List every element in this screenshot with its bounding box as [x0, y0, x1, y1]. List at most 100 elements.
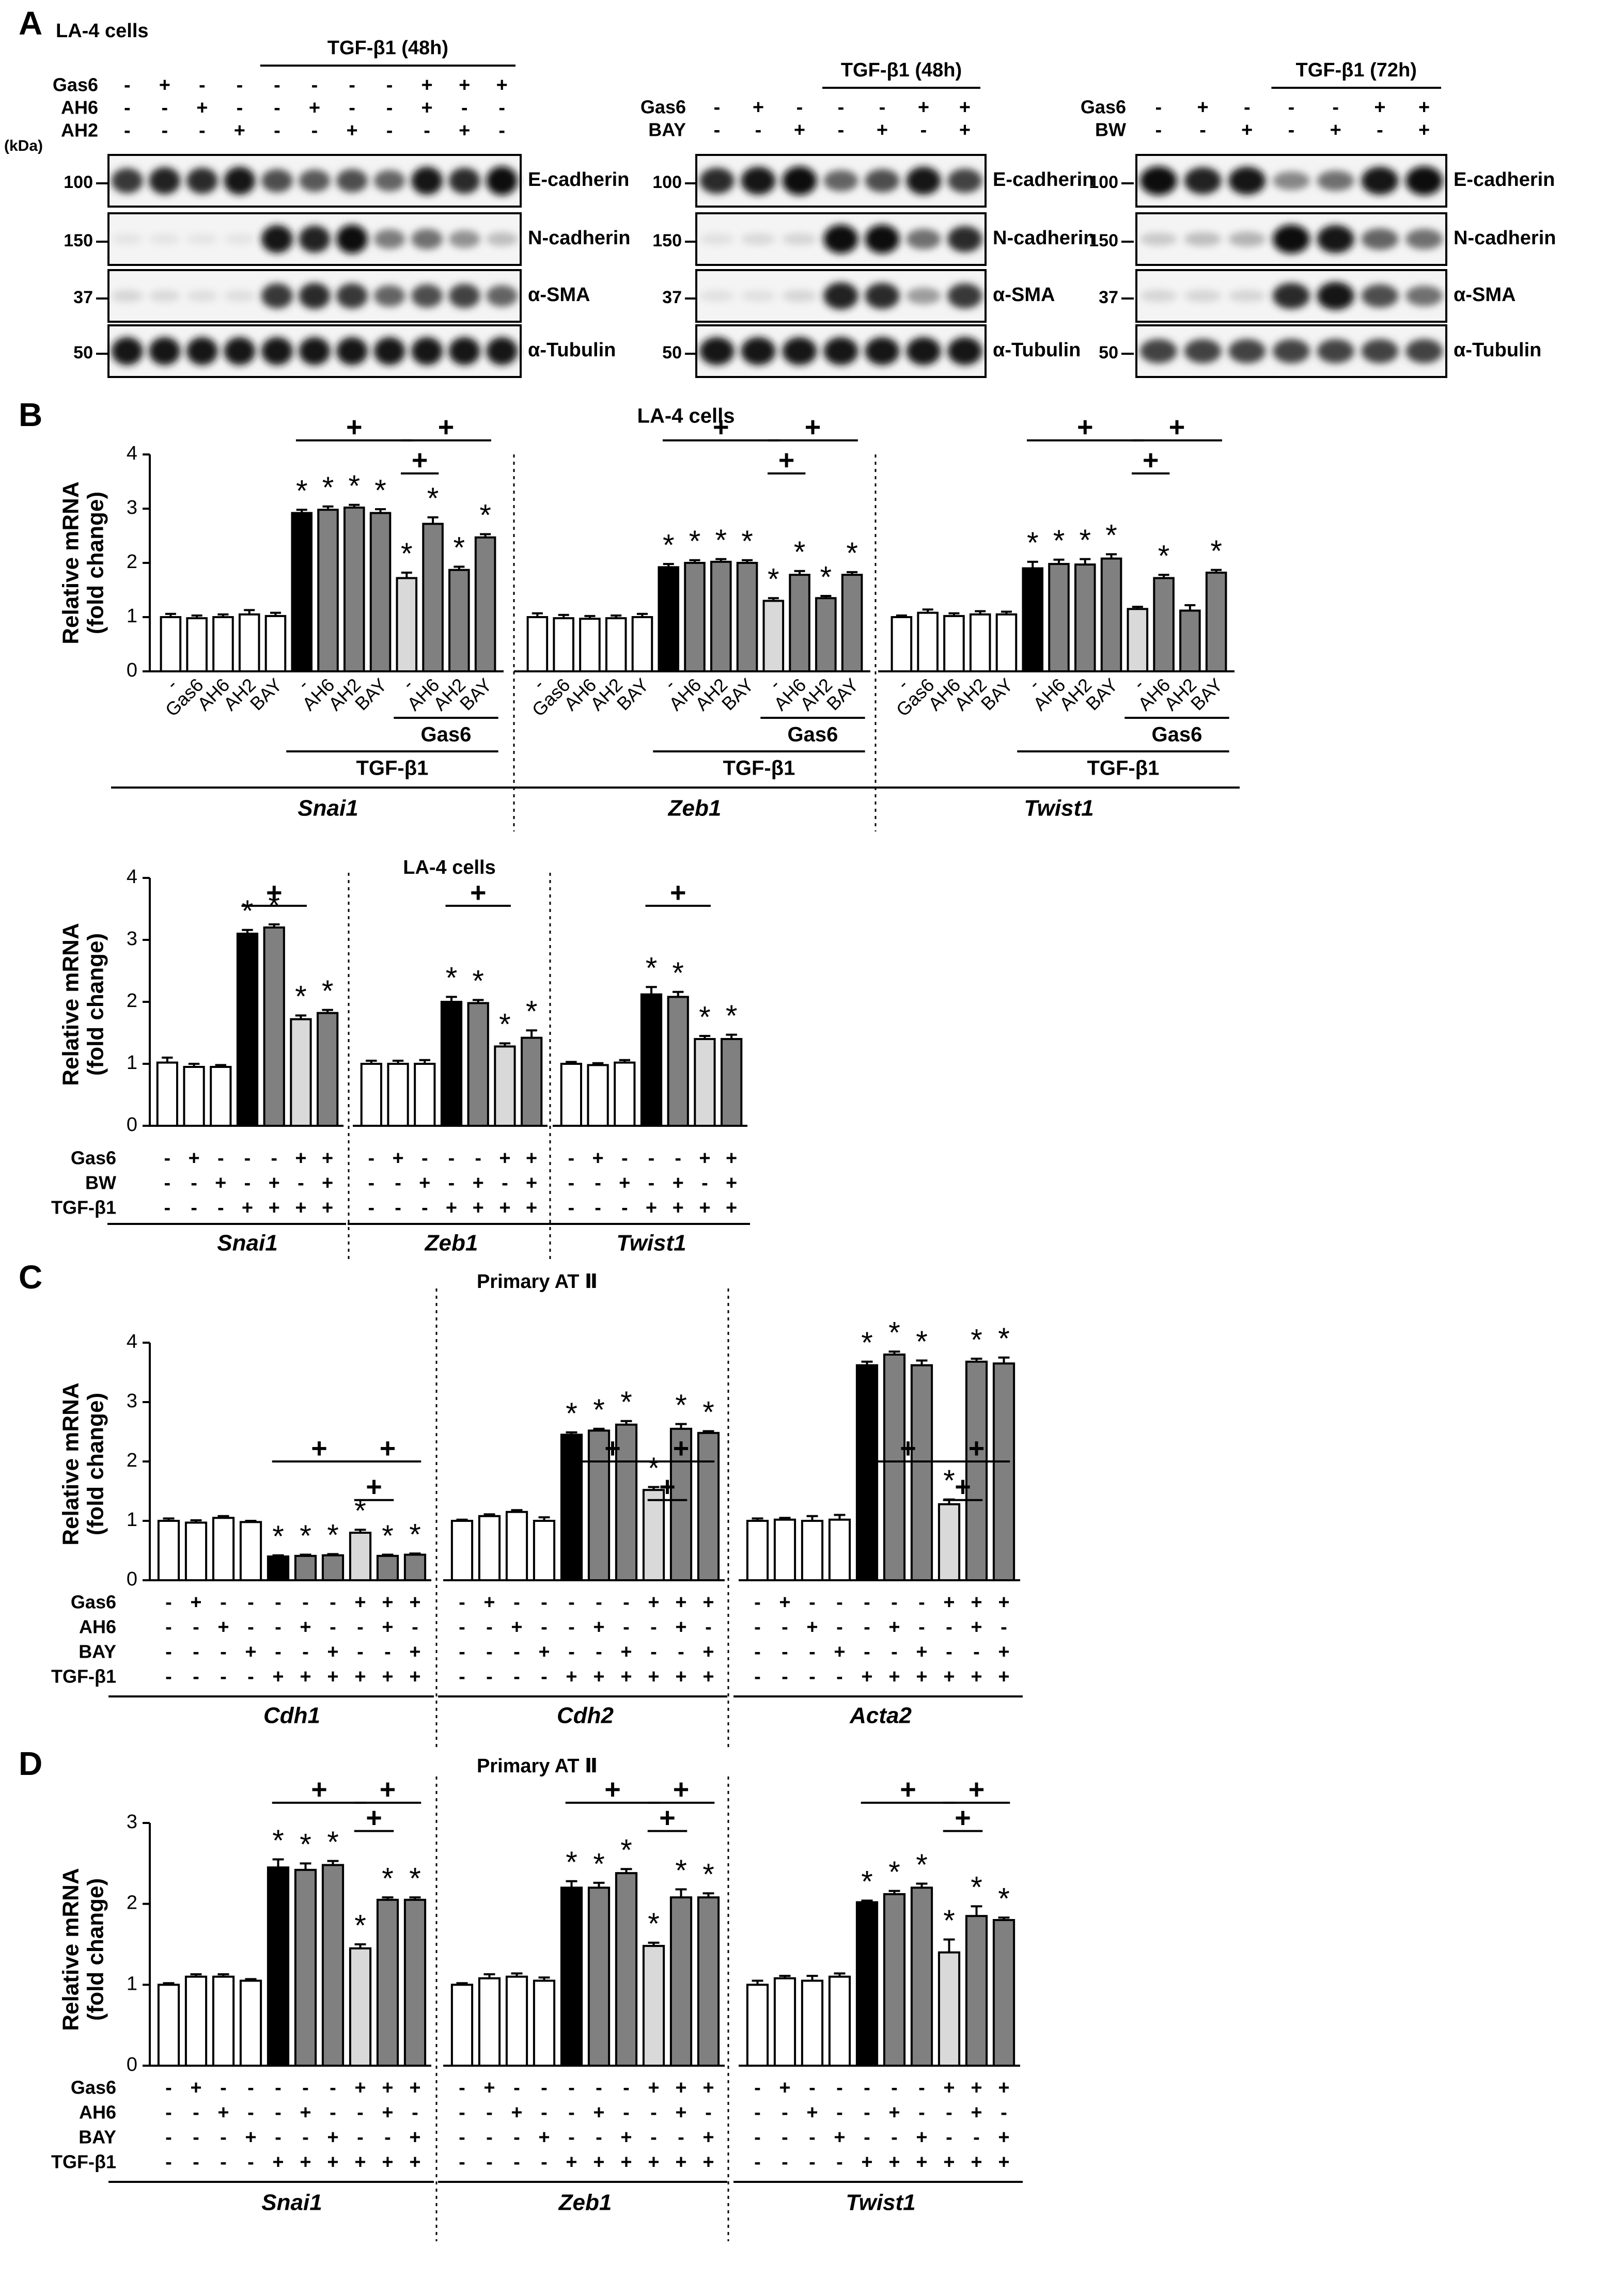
blot1-sign: - — [274, 97, 280, 119]
B2-sign: + — [699, 1197, 710, 1219]
blot2-band — [947, 283, 982, 309]
C-sign: + — [998, 1592, 1009, 1613]
D-sign: - — [541, 2077, 548, 2099]
blot1-band — [111, 233, 143, 245]
D-Twist1-star: * — [916, 1848, 928, 1882]
C-sign: - — [864, 1592, 870, 1613]
blot3-band — [1273, 339, 1310, 364]
D-sign: - — [1001, 2102, 1007, 2124]
C-sign: + — [943, 1666, 955, 1688]
blot1-band — [373, 229, 405, 249]
C-Acta2-bar — [883, 1354, 906, 1581]
blot3-band — [1405, 229, 1443, 249]
B2-sign: + — [419, 1172, 430, 1194]
blot2-band — [823, 170, 858, 192]
B2-Zeb1-star: * — [526, 995, 538, 1029]
B2-sign: - — [675, 1147, 681, 1169]
blot3-mw-2: 37 — [1099, 288, 1118, 307]
B1-Zeb1-plus-sign: + — [778, 445, 795, 476]
D-Twist1-bar — [883, 1893, 906, 2067]
C-sign: - — [782, 1666, 788, 1688]
B1-ytick-label: 4 — [127, 443, 137, 464]
blot3-band — [1273, 171, 1310, 191]
C-sign: - — [541, 1616, 548, 1638]
blot3-band — [1184, 167, 1222, 195]
C-sign: - — [568, 1592, 575, 1613]
C-sign: + — [888, 1616, 900, 1638]
D-Snai1-star: * — [300, 1828, 311, 1862]
C-Acta2-bar — [773, 1518, 796, 1581]
blot1-band — [336, 169, 368, 193]
D-sign: + — [971, 2102, 982, 2124]
blot1-band — [336, 283, 368, 309]
blot3-row-1: N-cadherin — [1454, 227, 1556, 249]
C-sign: - — [330, 1592, 336, 1613]
C-sign: + — [382, 1616, 393, 1638]
blot1-band — [448, 337, 480, 366]
blot2-band — [947, 337, 982, 366]
blot1-band — [373, 170, 405, 192]
C-Acta2-bar — [801, 1520, 824, 1581]
C-Acta2-star: * — [998, 1322, 1010, 1356]
D-sign: + — [998, 2127, 1009, 2148]
B2-sign: - — [191, 1197, 197, 1219]
B2-Twist1-plus-sign: + — [670, 877, 686, 908]
D-sign: + — [593, 2151, 604, 2173]
B1-tgf-label: TGF-β1 — [1087, 757, 1159, 780]
B2-sign: - — [164, 1197, 171, 1219]
blot1-sign: - — [461, 97, 468, 119]
B1-Zeb1-bar — [762, 600, 785, 672]
C-Cdh1-bar — [403, 1553, 427, 1582]
B1-tgf-label: TGF-β1 — [723, 757, 795, 780]
D-title: Primary AT Ⅱ — [477, 1755, 598, 1777]
D-sign: + — [327, 2151, 338, 2173]
B1-Twist1-star: * — [1158, 539, 1170, 573]
C-sign: - — [754, 1641, 761, 1663]
blot2-band — [906, 166, 941, 195]
C-sign: + — [245, 1641, 256, 1663]
blot2-tgf-label: TGF-β1 (48h) — [841, 59, 962, 81]
B1-ticklabel: BAY — [1082, 674, 1122, 714]
blot2-band — [782, 166, 817, 195]
D-Twist1-bar — [801, 1979, 824, 2067]
D-Zeb1-star: * — [593, 1847, 605, 1881]
C-sign: + — [702, 1592, 714, 1613]
B2-Snai1-star: * — [322, 974, 334, 1008]
blot1-mw-0: 100 — [64, 172, 93, 192]
D-sign: + — [675, 2151, 686, 2173]
B2-Zeb1-bar — [387, 1063, 409, 1127]
blot1-band — [111, 337, 143, 366]
C-Cdh2-bar — [450, 1520, 474, 1581]
C-sign: - — [193, 1641, 199, 1663]
D-sign: + — [648, 2151, 659, 2173]
blot3-band — [1228, 290, 1266, 302]
D-sign: - — [220, 2127, 227, 2148]
blot3-mw-3: 50 — [1099, 343, 1118, 363]
B2-Snai1-star: * — [242, 894, 254, 928]
C-sign: - — [864, 1616, 870, 1638]
B2-sign: - — [217, 1147, 224, 1169]
C-sign: - — [459, 1592, 465, 1613]
blot1-sign: + — [421, 74, 433, 96]
D-sign: + — [943, 2151, 955, 2173]
C-sign: - — [165, 1592, 172, 1613]
blot1-band — [373, 337, 405, 366]
C-signrow-Gas6: Gas6 — [71, 1592, 116, 1613]
C-Cdh1-star: * — [300, 1519, 311, 1553]
C-Cdh2-bar — [697, 1432, 720, 1582]
blot1-sign: - — [237, 97, 243, 119]
C-Cdh1-bar — [267, 1555, 290, 1581]
B1-Twist1-bar — [1074, 563, 1096, 673]
D-Snai1-bar — [239, 1979, 262, 2067]
blot1-band — [186, 233, 218, 245]
C-signrow-AH6: AH6 — [79, 1616, 116, 1638]
blot1-band — [261, 225, 293, 254]
C-sign: + — [382, 1666, 393, 1688]
C-Acta2-star: * — [861, 1326, 873, 1360]
C-sign: - — [220, 1592, 227, 1613]
B1-Twist1-bar — [1048, 563, 1070, 672]
blot1-row-1: N-cadherin — [528, 227, 630, 249]
D-Zeb1-plus-sign: + — [673, 1774, 690, 1805]
D-sign: + — [702, 2127, 714, 2148]
C-Acta2-star: * — [916, 1325, 928, 1359]
